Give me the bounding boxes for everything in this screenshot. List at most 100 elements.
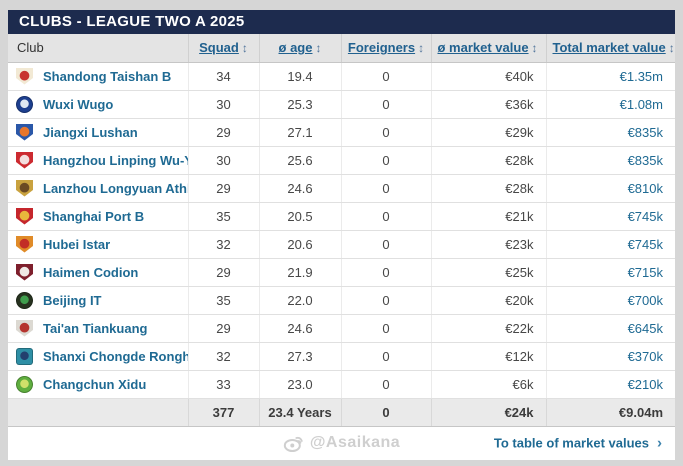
table-row: Shandong Taishan B 34 19.4 0 €40k €1.35m xyxy=(8,62,675,91)
total-market-value-link[interactable]: €745k xyxy=(627,208,663,224)
club-cell: Changchun Xidu xyxy=(8,370,188,399)
club-link[interactable]: Jiangxi Lushan xyxy=(43,124,138,140)
total-market-value-link[interactable]: €1.35m xyxy=(619,68,663,84)
total-market-value-link[interactable]: €645k xyxy=(627,320,663,336)
club-link[interactable]: Shandong Taishan B xyxy=(43,68,172,84)
table-row: Lanzhou Longyuan Athletic2924.60€28k €810… xyxy=(8,174,675,203)
squad-cell: 33 xyxy=(187,370,259,399)
total-market-value-cell: €370k xyxy=(545,342,675,371)
squad-cell: 30 xyxy=(187,90,259,119)
avg-age-cell: 20.5 xyxy=(258,202,341,231)
market-values-link[interactable]: To table of market values › xyxy=(494,435,662,452)
totals-foreigners: 0 xyxy=(340,397,431,427)
club-link[interactable]: Hangzhou Linping Wu-Yue xyxy=(43,152,188,168)
sort-link[interactable]: Squad xyxy=(199,40,239,56)
sort-arrows-icon[interactable]: ↕ xyxy=(315,41,322,56)
avg-age-cell: 27.1 xyxy=(258,118,341,147)
club-cell: Jiangxi Lushan xyxy=(8,118,188,147)
column-header--market-value[interactable]: ø market value ↕ xyxy=(430,34,546,63)
club-cell: Haimen Codion xyxy=(8,258,188,287)
totals-avg-market-value: €24k xyxy=(430,397,546,427)
table-row: Hubei Istar 32 20.6 0 €23k €745k xyxy=(8,230,675,259)
total-market-value-link[interactable]: €810k xyxy=(627,180,663,196)
foreigners-cell: 0 xyxy=(340,174,431,203)
foreigners-cell: 0 xyxy=(340,342,431,371)
market-values-link-label: To table of market values xyxy=(493,435,649,451)
total-market-value-cell: €1.08m xyxy=(545,90,675,119)
club-link[interactable]: Lanzhou Longyuan Athletic xyxy=(43,180,188,196)
club-crest-icon xyxy=(16,67,33,85)
avg-age-cell: 27.3 xyxy=(258,342,341,371)
foreigners-cell: 0 xyxy=(340,314,431,343)
sort-link[interactable]: Foreigners xyxy=(347,40,416,56)
avg-market-value-cell: €25k xyxy=(430,258,546,287)
table-row: Haimen Codion 29 21.9 0 €25k €715k xyxy=(8,258,675,287)
totals-total-market-value: €9.04m xyxy=(545,397,675,427)
club-link[interactable]: Beijing IT xyxy=(43,292,102,308)
sort-link[interactable]: ø age xyxy=(278,40,313,56)
club-link[interactable]: Shanghai Port B xyxy=(43,208,145,224)
club-link[interactable]: Haimen Codion xyxy=(43,264,139,280)
club-link[interactable]: Hubei Istar xyxy=(43,236,111,252)
sort-link[interactable]: Total market value xyxy=(552,40,666,56)
total-market-value-link[interactable]: €835k xyxy=(627,124,663,140)
foreigners-cell: 0 xyxy=(340,146,431,175)
column-header-total-market-value[interactable]: Total market value ↕ xyxy=(545,34,675,63)
avg-age-cell: 20.6 xyxy=(258,230,341,259)
avg-age-cell: 21.9 xyxy=(258,258,341,287)
avg-market-value-cell: €36k xyxy=(430,90,546,119)
avg-age-cell: 24.6 xyxy=(258,174,341,203)
column-header-foreigners[interactable]: Foreigners ↕ xyxy=(340,34,431,63)
total-market-value-link[interactable]: €1.08m xyxy=(619,96,663,112)
club-link[interactable]: Tai'an Tiankuang xyxy=(43,320,148,336)
total-market-value-link[interactable]: €745k xyxy=(627,236,663,252)
avg-age-cell: 22.0 xyxy=(258,286,341,315)
foreigners-cell: 0 xyxy=(340,118,431,147)
total-market-value-cell: €700k xyxy=(545,286,675,315)
table-row: Shanxi Chongde Ronghai 32 27.3 0 €12k €370k xyxy=(8,342,675,371)
club-cell: Shandong Taishan B xyxy=(8,62,188,91)
foreigners-cell: 0 xyxy=(340,90,431,119)
sort-link[interactable]: ø market value xyxy=(437,40,529,56)
club-crest-icon xyxy=(16,347,33,365)
club-crest-icon xyxy=(16,151,33,169)
club-link[interactable]: Wuxi Wugo xyxy=(43,96,114,112)
panel-title: CLUBS - LEAGUE TWO A 2025 xyxy=(8,10,675,34)
total-market-value-link[interactable]: €715k xyxy=(627,264,663,280)
squad-cell: 35 xyxy=(187,202,259,231)
column-header-squad[interactable]: Squad ↕ xyxy=(187,34,259,63)
club-link[interactable]: Shanxi Chongde Ronghai xyxy=(43,348,188,364)
squad-cell: 35 xyxy=(187,286,259,315)
avg-age-cell: 19.4 xyxy=(258,62,341,91)
total-market-value-link[interactable]: €835k xyxy=(627,152,663,168)
club-cell: Hubei Istar xyxy=(8,230,188,259)
avg-market-value-cell: €21k xyxy=(430,202,546,231)
table-row: Jiangxi Lushan 29 27.1 0 €29k €835k xyxy=(8,118,675,147)
watermark-text: @Asaikana xyxy=(309,434,401,451)
club-crest-icon xyxy=(16,179,33,197)
foreigners-cell: 0 xyxy=(340,258,431,287)
total-market-value-cell: €715k xyxy=(545,258,675,287)
sort-arrows-icon[interactable]: ↕ xyxy=(531,41,538,56)
avg-market-value-cell: €23k xyxy=(430,230,546,259)
total-market-value-cell: €745k xyxy=(545,230,675,259)
total-market-value-link[interactable]: €210k xyxy=(627,376,663,392)
header-row: Club Squad ↕ ø age ↕ Foreigners ↕ ø market valu… xyxy=(8,34,675,63)
sort-arrows-icon[interactable]: ↕ xyxy=(418,41,425,56)
sort-arrows-icon[interactable]: ↕ xyxy=(668,41,675,56)
sort-arrows-icon[interactable]: ↕ xyxy=(241,41,248,56)
column-header--age[interactable]: ø age ↕ xyxy=(258,34,341,63)
squad-cell: 29 xyxy=(187,258,259,287)
table-row: Wuxi Wugo 30 25.3 0 €36k €1.08m xyxy=(8,90,675,119)
club-crest-icon xyxy=(16,95,33,113)
club-cell: Shanxi Chongde Ronghai xyxy=(8,342,188,371)
table-row: Beijing IT 35 22.0 0 €20k €700k xyxy=(8,286,675,315)
club-crest-icon xyxy=(16,207,33,225)
squad-cell: 29 xyxy=(187,314,259,343)
club-cell: Wuxi Wugo xyxy=(8,90,188,119)
total-market-value-link[interactable]: €700k xyxy=(627,292,663,308)
club-link[interactable]: Changchun Xidu xyxy=(43,376,147,392)
club-crest-icon xyxy=(16,263,33,281)
total-market-value-link[interactable]: €370k xyxy=(627,348,663,364)
club-crest-icon xyxy=(16,123,33,141)
